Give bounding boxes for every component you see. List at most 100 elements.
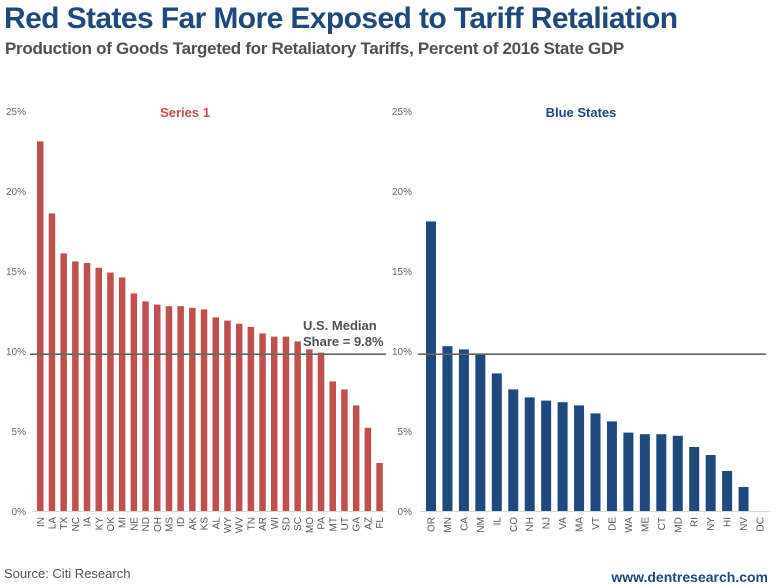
bar-ct <box>656 434 667 511</box>
x-tick-label: AK <box>188 517 199 531</box>
x-tick-label: OR <box>427 517 438 532</box>
y-tick-label: 20% <box>392 187 412 198</box>
bar-sc <box>294 341 301 511</box>
bar-nv <box>738 487 749 511</box>
y-tick-label: 10% <box>6 347 26 358</box>
x-tick-label: GA <box>352 517 363 532</box>
bar-ms <box>165 306 173 511</box>
bar-oh <box>154 304 161 511</box>
x-tick-label: MN <box>443 517 454 533</box>
bar-il <box>491 373 502 511</box>
bar-id <box>177 306 184 511</box>
x-tick-label: MO <box>305 517 316 533</box>
x-tick-label: IN <box>36 517 47 527</box>
bar-nj <box>541 400 552 511</box>
x-tick-label: MS <box>164 517 175 532</box>
bar-la <box>48 213 56 511</box>
bar-ar <box>259 333 266 511</box>
bar-fl <box>376 463 383 511</box>
bar-pa <box>317 352 325 511</box>
blue-panel-title: Blue States <box>546 105 617 120</box>
source-note: Source: Citi Research <box>4 566 131 581</box>
bar-hi <box>722 471 733 511</box>
red-panel-title: Series 1 <box>160 105 210 120</box>
blue-states-panel: Blue States 0% 5% 10% 15% 20% 25% OR MN CA NM IL C… <box>392 105 770 533</box>
bar-ky <box>95 267 102 511</box>
x-tick-label: RI <box>690 517 701 527</box>
x-tick-label: TN <box>246 517 257 530</box>
bar-ma <box>574 405 585 511</box>
x-tick-label: ME <box>640 517 651 532</box>
y-tick-label: 5% <box>12 427 27 438</box>
x-tick-label: IL <box>492 517 503 526</box>
x-tick-label: OH <box>153 517 164 532</box>
x-tick-label: NV <box>739 517 750 531</box>
x-tick-label: MT <box>328 517 339 531</box>
y-tick-label: 0% <box>12 507 27 518</box>
bar-mn <box>442 346 453 511</box>
red-y-axis: 0% 5% 10% 15% 20% 25% <box>6 107 26 518</box>
y-tick-label: 0% <box>398 507 413 518</box>
bar-ga <box>352 405 360 511</box>
bar-nm <box>475 354 486 511</box>
x-tick-label: HI <box>723 517 734 527</box>
bar-ks <box>200 309 208 511</box>
bar-ak <box>189 307 196 511</box>
bar-ok <box>107 272 114 511</box>
x-tick-label: SC <box>293 517 304 531</box>
x-tick-label: VT <box>591 517 602 530</box>
bar-va <box>557 402 568 511</box>
bar-tx <box>60 253 67 511</box>
x-tick-label: WA <box>624 517 635 533</box>
x-tick-label: OK <box>106 517 117 532</box>
x-tick-label: SD <box>281 517 292 531</box>
bar-mo <box>306 349 313 511</box>
x-tick-label: FL <box>375 517 386 529</box>
x-tick-label: NE <box>129 517 140 531</box>
x-tick-label: KS <box>200 517 211 531</box>
y-tick-label: 25% <box>6 107 26 118</box>
x-tick-label: WY <box>223 517 234 533</box>
y-tick-label: 15% <box>392 267 412 278</box>
y-tick-label: 15% <box>6 267 26 278</box>
y-tick-label: 20% <box>6 187 26 198</box>
x-tick-label: TX <box>59 517 70 530</box>
blue-bars <box>426 221 749 511</box>
blue-x-axis-labels: OR MN CA NM IL CO NH NJ VA MA VT DE WA ME CT MD RI NY HI NV… <box>427 517 767 533</box>
x-tick-label: LA <box>47 517 58 530</box>
bar-ne <box>130 293 138 511</box>
bar-in <box>37 141 44 511</box>
x-tick-label: NY <box>706 517 717 531</box>
median-label-line1: U.S. Median <box>303 318 377 333</box>
bar-ny <box>705 455 716 511</box>
bar-co <box>508 389 519 511</box>
median-label-line2: Share = 9.8% <box>303 334 384 349</box>
red-x-axis-labels: IN LA TX NC IA KY OK MI NE ND OH MS ID AK KS AL WY WV TN AR… <box>36 517 386 534</box>
bar-nd <box>142 301 149 511</box>
x-tick-label: CA <box>459 517 470 531</box>
x-tick-label: MA <box>575 517 586 532</box>
x-tick-label: IA <box>83 517 94 527</box>
y-tick-label: 10% <box>392 347 412 358</box>
x-tick-label: KY <box>94 517 105 531</box>
y-tick-label: 25% <box>392 107 412 118</box>
bar-tn <box>247 327 255 511</box>
bar-mt <box>329 381 336 511</box>
bar-ri <box>689 447 700 511</box>
x-tick-label: PA <box>317 517 328 530</box>
x-tick-label: MI <box>118 517 129 528</box>
bar-wi <box>271 336 278 511</box>
x-tick-label: UT <box>340 517 351 530</box>
x-tick-label: NJ <box>542 517 553 529</box>
x-tick-label: WV <box>235 517 246 533</box>
x-tick-label: NM <box>476 517 487 533</box>
website-link[interactable]: www.dentresearch.com <box>611 569 768 585</box>
red-states-panel: Series 1 0% 5% 10% 15% 20% 25% IN LA TX NC IA KY OK… <box>6 105 386 533</box>
bar-sd <box>282 336 290 511</box>
x-tick-label: DC <box>756 517 767 531</box>
x-tick-label: ID <box>176 517 187 527</box>
blue-y-axis: 0% 5% 10% 15% 20% 25% <box>392 107 412 518</box>
x-tick-label: MD <box>673 517 684 533</box>
bar-md <box>672 435 683 511</box>
